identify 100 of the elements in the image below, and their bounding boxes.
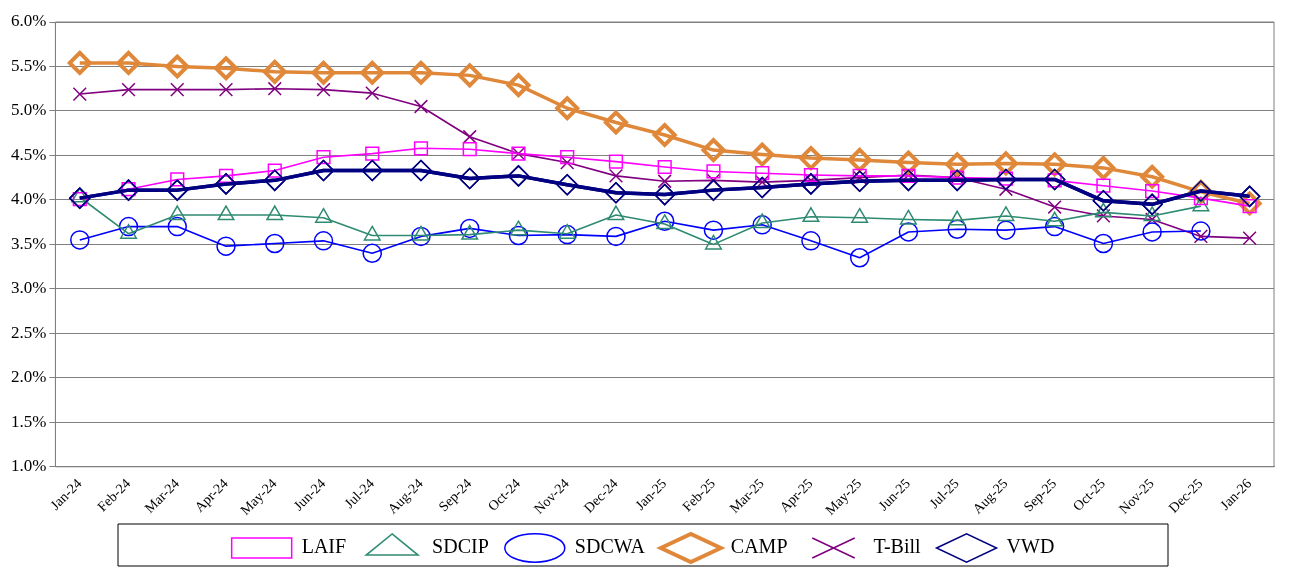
point xyxy=(1096,178,1111,193)
point xyxy=(311,60,336,85)
point xyxy=(316,150,331,165)
point xyxy=(365,146,380,161)
point xyxy=(557,224,577,245)
y-tick-label: 1.5% xyxy=(10,411,47,431)
point xyxy=(653,183,676,206)
point xyxy=(657,159,672,175)
legend-label: T-Bill xyxy=(873,535,921,558)
point xyxy=(847,147,872,172)
point xyxy=(362,243,382,264)
point xyxy=(560,155,575,170)
point xyxy=(365,86,380,101)
point xyxy=(1142,222,1162,242)
point xyxy=(217,205,235,221)
point xyxy=(750,142,775,167)
point xyxy=(947,219,967,240)
y-tick-label: 4.5% xyxy=(10,144,47,164)
point xyxy=(1140,164,1165,189)
point xyxy=(657,174,672,189)
point xyxy=(555,96,580,121)
point xyxy=(121,82,136,97)
point xyxy=(608,168,624,184)
point xyxy=(360,60,385,85)
point xyxy=(702,179,725,201)
point xyxy=(316,82,331,97)
y-tick-label: 1.0% xyxy=(10,456,47,476)
point xyxy=(1091,155,1116,180)
point xyxy=(1192,196,1210,212)
point xyxy=(408,60,433,85)
point xyxy=(70,230,90,250)
legend-label: LAIF xyxy=(301,535,347,558)
legend-label: VWD xyxy=(1006,535,1055,558)
point xyxy=(1143,206,1161,222)
point xyxy=(560,150,575,165)
y-tick-label: 3.5% xyxy=(10,233,47,253)
point xyxy=(462,142,477,157)
point xyxy=(116,50,141,75)
point xyxy=(605,182,627,204)
point xyxy=(267,163,282,178)
point xyxy=(606,226,626,247)
y-tick-label: 5.0% xyxy=(10,100,47,120)
point xyxy=(753,213,771,229)
point xyxy=(167,216,188,237)
point xyxy=(1096,208,1111,224)
point xyxy=(898,222,919,242)
point xyxy=(410,159,432,182)
point xyxy=(264,169,286,192)
point xyxy=(72,86,87,102)
point xyxy=(506,73,531,98)
point xyxy=(168,205,186,221)
point xyxy=(166,179,189,201)
point xyxy=(755,166,770,181)
point xyxy=(801,231,821,251)
point xyxy=(1141,193,1163,216)
legend-label: CAMP xyxy=(730,535,788,558)
point xyxy=(798,146,823,171)
point xyxy=(170,172,185,187)
point xyxy=(1242,231,1257,246)
point xyxy=(751,176,773,199)
point xyxy=(996,220,1016,240)
point xyxy=(1047,199,1062,215)
y-tick-label: 6.0% xyxy=(10,11,47,31)
point xyxy=(266,205,284,221)
legend-label: SDCIP xyxy=(432,535,489,558)
point xyxy=(214,56,239,81)
point xyxy=(1044,216,1065,237)
point xyxy=(313,231,334,251)
point xyxy=(170,82,185,97)
point xyxy=(459,218,480,239)
point xyxy=(507,165,530,187)
point xyxy=(803,167,819,183)
y-tick-label: 2.5% xyxy=(10,322,47,342)
point xyxy=(752,215,772,235)
point xyxy=(849,247,870,268)
y-tick-label: 2.0% xyxy=(10,367,47,387)
point xyxy=(262,59,287,84)
point xyxy=(802,207,820,223)
y-tick-label: 5.5% xyxy=(10,55,47,75)
point xyxy=(411,226,431,247)
point xyxy=(413,141,429,156)
point xyxy=(701,138,726,163)
point xyxy=(608,154,624,169)
point xyxy=(216,236,236,256)
legend-label: SDCWA xyxy=(574,535,646,558)
y-tick-label: 3.0% xyxy=(10,278,47,298)
point xyxy=(652,122,677,147)
point xyxy=(508,225,529,246)
point xyxy=(509,220,528,236)
point xyxy=(1145,183,1160,199)
point xyxy=(997,206,1015,222)
point xyxy=(118,216,139,237)
point xyxy=(267,81,282,96)
point xyxy=(896,150,921,175)
point xyxy=(1191,221,1211,241)
point xyxy=(556,174,578,196)
point xyxy=(361,159,383,182)
point xyxy=(457,63,482,88)
point xyxy=(607,205,625,221)
point xyxy=(67,50,92,75)
